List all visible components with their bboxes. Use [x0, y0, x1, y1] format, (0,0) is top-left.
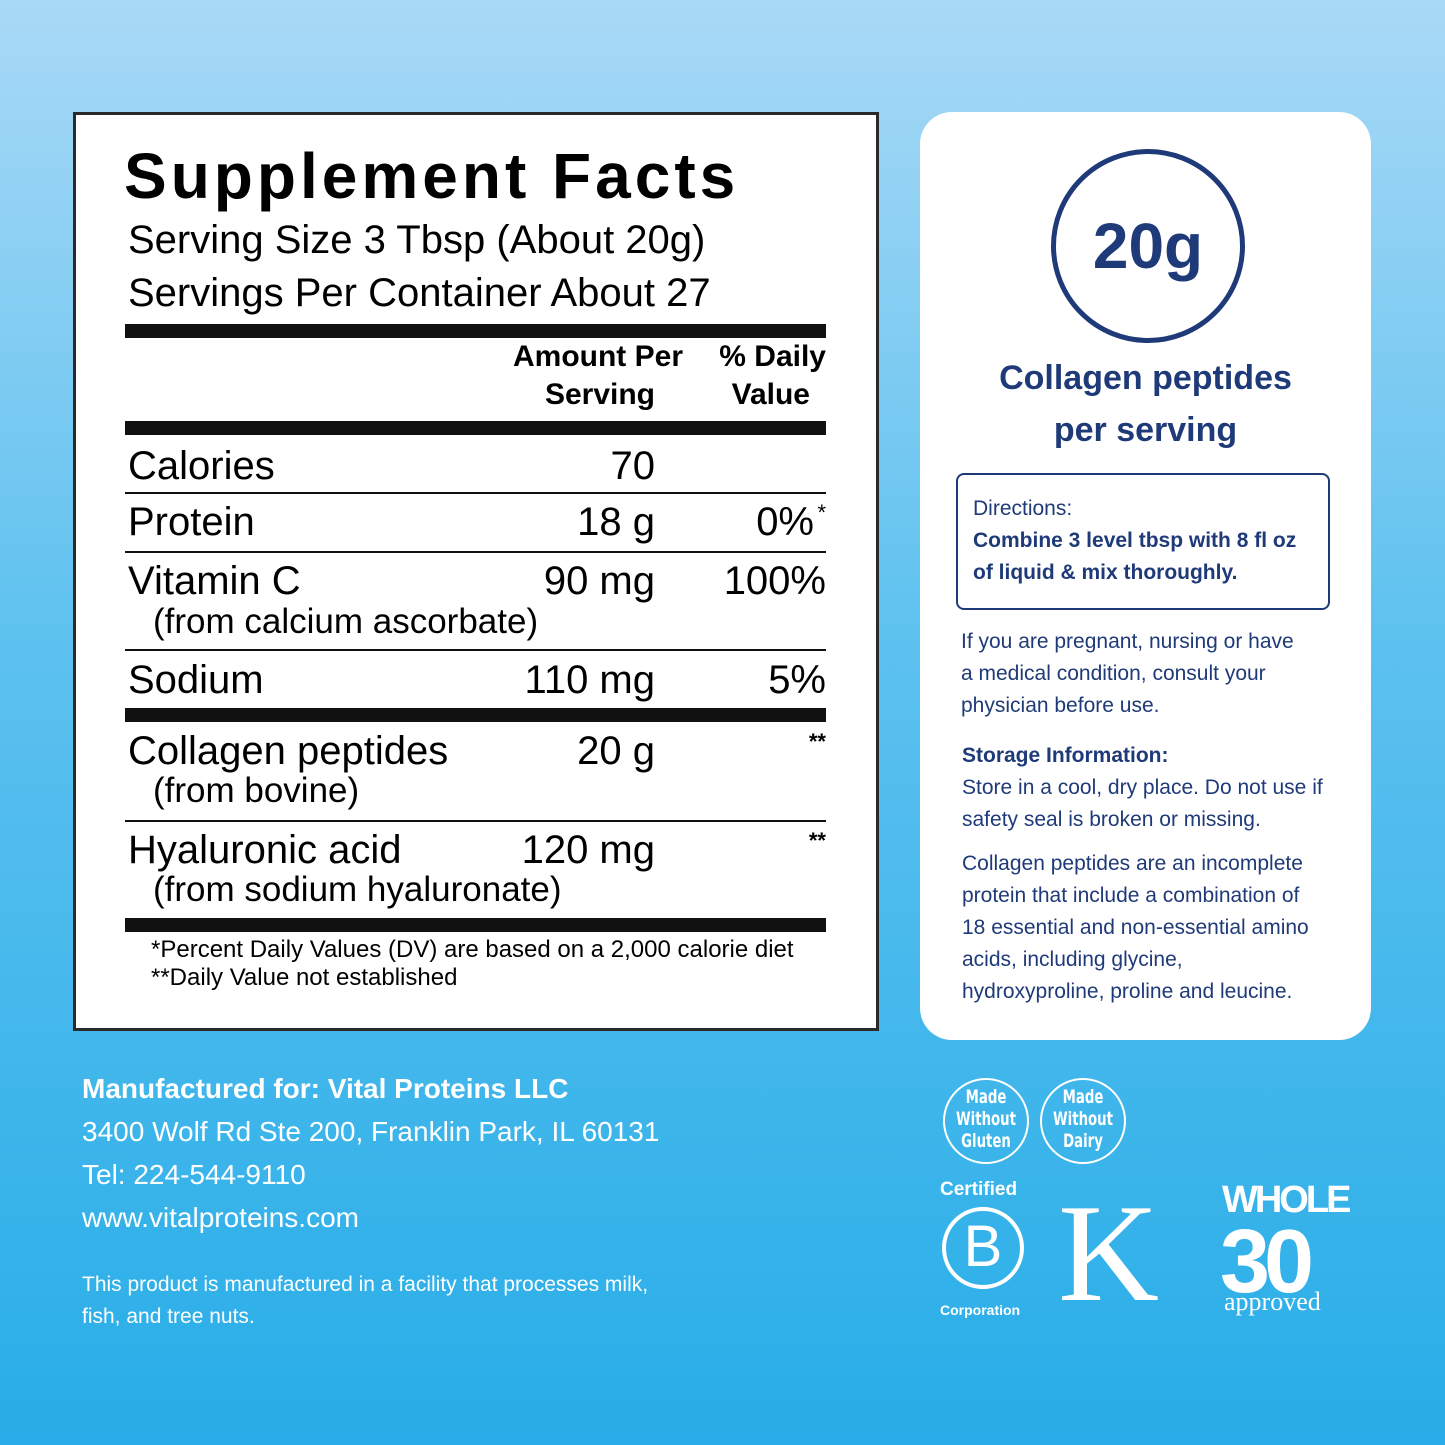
serving-size: Serving Size 3 Tbsp (About 20g) [128, 218, 706, 262]
warning: If you are pregnant, nursing or have [961, 630, 1294, 653]
info: protein that include a combination of [962, 884, 1300, 907]
header-amount: Serving [544, 378, 655, 411]
row-name: Sodium [128, 658, 264, 702]
row-name: Vitamin C [128, 559, 301, 603]
rule [125, 324, 826, 338]
manufacturer-line: Tel: 224-544-9110 [82, 1159, 306, 1190]
header-dv: % Daily [719, 340, 826, 373]
row-dv: 0% [756, 500, 814, 544]
amount: 20g [1092, 210, 1204, 282]
badge-text: Without [955, 1108, 1017, 1130]
storage: safety seal is broken or missing. [962, 808, 1261, 831]
bcorp-text: Corporation [940, 1302, 1021, 1318]
warning: physician before use. [961, 694, 1160, 717]
servings-per-container: Servings Per Container About 27 [128, 271, 711, 315]
row-name: Calories [128, 444, 275, 488]
row-mark: ** [808, 828, 826, 853]
footnote: *Percent Daily Values (DV) are based on … [151, 936, 794, 963]
caption: per serving [1053, 411, 1238, 449]
facts-box [73, 112, 879, 1031]
row-amount: 18 g [577, 500, 655, 544]
allergen-note: fish, and tree nuts. [82, 1305, 255, 1328]
badge-text: Made [1062, 1086, 1104, 1108]
manufacturer-line: Manufactured for: Vital Proteins LLC [82, 1073, 569, 1104]
allergen-note: This product is manufactured in a facili… [82, 1273, 649, 1296]
footnote: **Daily Value not established [151, 964, 458, 991]
row-name: Protein [128, 500, 255, 544]
whole30-text: approved [1224, 1287, 1321, 1316]
badge-text: Gluten [961, 1130, 1011, 1152]
directions: of liquid & mix thoroughly. [973, 561, 1238, 584]
whole30-text: WHOLE [1222, 1179, 1351, 1221]
row-sub: (from bovine) [153, 771, 360, 810]
rule [125, 708, 826, 722]
info: acids, including glycine, [962, 948, 1183, 971]
directions-title: Directions: [973, 497, 1073, 520]
badge-text: Without [1052, 1108, 1114, 1130]
badge-text: Dairy [1063, 1130, 1103, 1152]
rule [125, 551, 826, 553]
row-sub: (from sodium hyaluronate) [153, 870, 562, 909]
whole30-number: 30 [1220, 1212, 1314, 1312]
manufacturer-line: www.vitalproteins.com [82, 1202, 359, 1233]
row-dv: 100% [723, 559, 826, 603]
amount-circle [1051, 149, 1245, 343]
rule [125, 649, 826, 651]
info: hydroxyproline, proline and leucine. [962, 980, 1293, 1003]
rule [125, 421, 826, 435]
header-dv: Value [731, 378, 810, 411]
row-sub: (from calcium ascorbate) [153, 602, 539, 641]
row-dv: 5% [768, 658, 826, 702]
row-name: Hyaluronic acid [128, 828, 402, 872]
bcorp-circle [942, 1207, 1024, 1289]
row-amount: 120 mg [521, 828, 655, 872]
row-amount: 90 mg [543, 559, 655, 603]
rule [125, 820, 826, 822]
warning: a medical condition, consult your [961, 662, 1266, 685]
row-mark: ** [808, 729, 826, 754]
storage-title: Storage Information: [962, 744, 1169, 767]
rule [125, 918, 826, 932]
row-amount: 20 g [577, 729, 655, 773]
info: Collagen peptides are an incomplete [962, 852, 1303, 875]
bcorp-letter: B [963, 1214, 1003, 1279]
row-amount: 70 [610, 444, 656, 488]
row-amount: 110 mg [524, 658, 655, 702]
row-mark: * [817, 500, 826, 525]
caption: Collagen peptides [999, 359, 1292, 397]
row-name: Collagen peptides [128, 729, 449, 773]
rule [125, 492, 826, 494]
badge-text: Made [965, 1086, 1007, 1108]
bcorp-text: Certified [940, 1179, 1018, 1200]
kosher-mark: K [1058, 1176, 1160, 1331]
header-amount: Amount Per [512, 340, 683, 373]
storage: Store in a cool, dry place. Do not use i… [962, 776, 1323, 799]
badge-circle [943, 1078, 1029, 1164]
info: 18 essential and non-essential amino [962, 916, 1309, 939]
directions: Combine 3 level tbsp with 8 fl oz [973, 529, 1297, 552]
badge-circle [1040, 1078, 1126, 1164]
manufacturer-line: 3400 Wolf Rd Ste 200, Franklin Park, IL … [82, 1116, 660, 1147]
directions-box [956, 473, 1330, 610]
facts-title: Supplement Facts [124, 140, 740, 212]
